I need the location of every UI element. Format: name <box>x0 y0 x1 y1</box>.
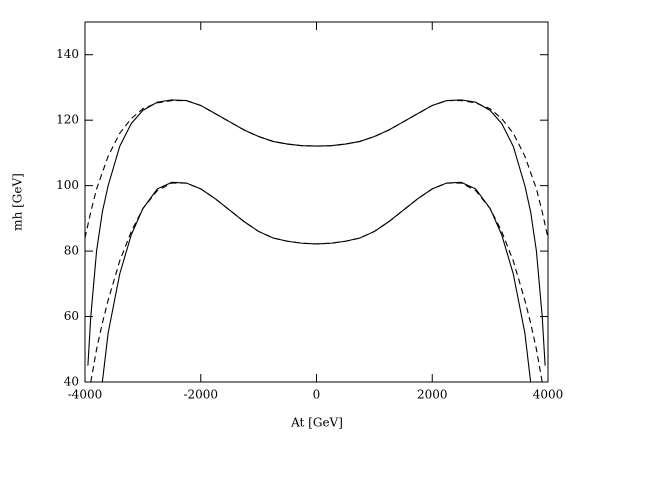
y-axis-label: mh [GeV] <box>11 173 25 231</box>
y-tick-label: 40 <box>64 375 79 389</box>
solid-curve <box>87 99 546 366</box>
x-tick-label: -2000 <box>183 388 218 402</box>
y-tick-label: 140 <box>56 47 79 61</box>
x-tick-label: 0 <box>313 388 321 402</box>
x-axis-label: At [GeV] <box>290 416 343 430</box>
y-tick-label: 60 <box>64 309 79 323</box>
y-tick-label: 100 <box>56 178 79 192</box>
solid-curve <box>101 181 532 383</box>
dashed-curve <box>84 100 549 239</box>
y-tick-label: 120 <box>56 113 79 127</box>
x-tick-label: 4000 <box>533 388 564 402</box>
dashed-curve <box>90 182 543 383</box>
x-tick-label: 2000 <box>417 388 448 402</box>
x-tick-label: -4000 <box>68 388 103 402</box>
y-tick-label: 80 <box>64 244 79 258</box>
plot-frame <box>84 21 549 383</box>
